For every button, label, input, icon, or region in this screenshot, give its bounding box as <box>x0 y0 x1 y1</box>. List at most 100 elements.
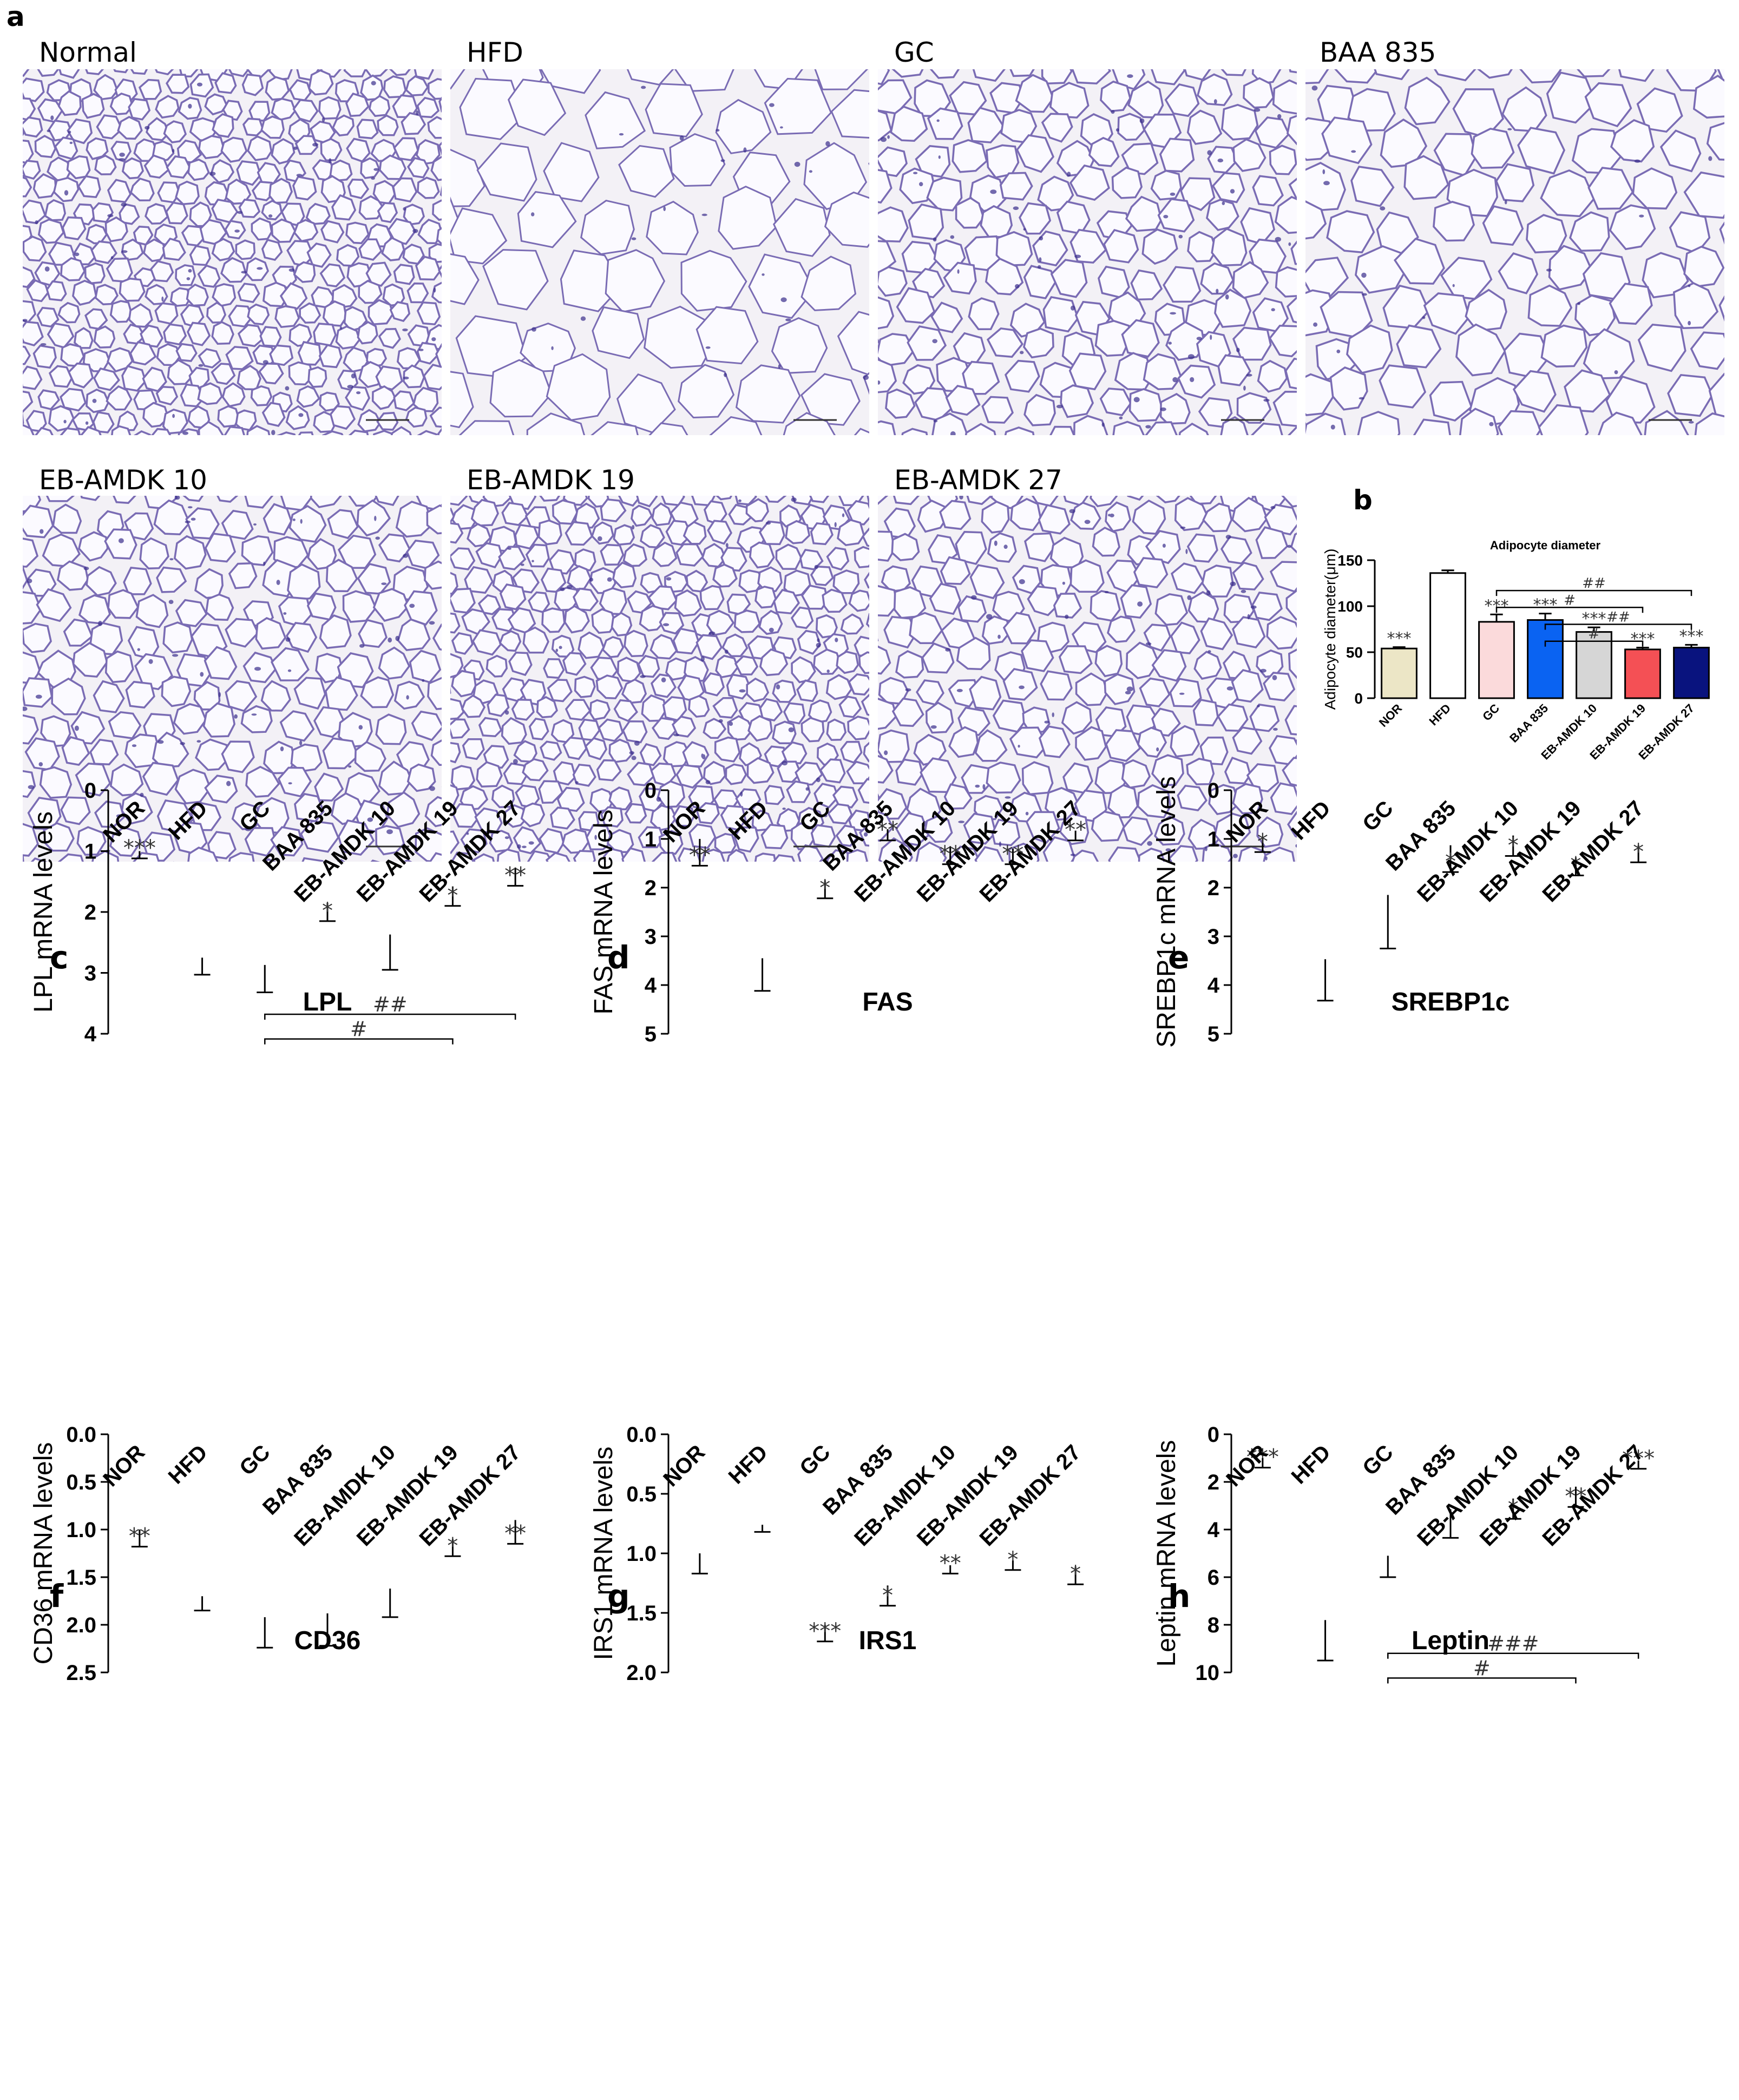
micrograph-image-normal <box>23 69 442 435</box>
chart-title: FAS <box>862 988 913 1016</box>
y-axis-label: SREBP1c mRNA levels <box>1152 776 1181 1048</box>
micrograph-label-hfd: HFD <box>467 37 523 68</box>
y-tick-label: 1.5 <box>626 1602 657 1625</box>
y-tick-label: 0.5 <box>626 1482 657 1506</box>
y-tick-label: 2 <box>1208 876 1219 900</box>
y-tick-label: 1 <box>1208 828 1219 851</box>
micrograph-label-baa835: BAA 835 <box>1320 37 1436 68</box>
bracket-label: # <box>1588 626 1600 642</box>
y-tick-label: 5 <box>1208 1022 1219 1046</box>
bar <box>1674 648 1709 699</box>
micrograph-label-normal: Normal <box>39 37 137 68</box>
significance-stars: *** <box>123 836 156 861</box>
y-tick-label: 100 <box>1337 598 1363 615</box>
y-axis-label: Adipocyte diameter(μm) <box>1322 549 1338 710</box>
chart-title: Adipocyte diameter <box>1490 539 1601 552</box>
y-tick-label: 150 <box>1337 552 1363 569</box>
y-axis-label: CD36 mRNA levels <box>29 1442 58 1665</box>
chart-title: IRS1 <box>859 1626 917 1655</box>
bracket-label: ## <box>1606 609 1630 626</box>
y-tick-label: 0 <box>645 779 657 803</box>
bar <box>1479 622 1514 698</box>
significance-stars: * <box>819 876 830 901</box>
y-tick-label: 0 <box>1354 690 1363 707</box>
y-tick-label: 4 <box>84 1022 97 1046</box>
significance-stars: * <box>447 1533 458 1558</box>
y-tick-label: 1 <box>645 828 657 851</box>
bar <box>1528 620 1563 699</box>
y-tick-label: 6 <box>1208 1566 1219 1590</box>
bracket-label: # <box>1473 1656 1491 1680</box>
category-label: GC <box>1480 701 1502 724</box>
chart-title: Leptin <box>1412 1626 1489 1655</box>
significance-stars: * <box>322 898 333 923</box>
significance-stars: * <box>1007 1547 1018 1572</box>
micrograph-image-gc <box>878 69 1297 435</box>
significance-stars: *** <box>809 1619 841 1644</box>
micrograph-label-ebamdk19: EB-AMDK 19 <box>467 464 635 496</box>
y-tick-label: 4 <box>1208 974 1220 997</box>
bracket-label: # <box>350 1018 368 1041</box>
y-tick-label: 0.5 <box>66 1471 96 1494</box>
bar <box>1625 649 1661 698</box>
y-tick-label: 1 <box>84 840 96 864</box>
y-tick-label: 3 <box>645 925 657 949</box>
bar <box>1430 573 1466 698</box>
micrograph-image-hfd <box>450 69 869 435</box>
micrograph-label-ebamdk10: EB-AMDK 10 <box>39 464 207 496</box>
bracket-label: ## <box>373 993 408 1016</box>
y-tick-label: 0.0 <box>626 1423 657 1447</box>
y-tick-label: 1.0 <box>626 1542 657 1566</box>
chart-title: SREBP1c <box>1392 988 1510 1016</box>
y-tick-label: 2.0 <box>626 1661 657 1685</box>
y-tick-label: 1.5 <box>66 1566 96 1590</box>
bracket-label: ### <box>1487 1632 1539 1656</box>
panel-letter-a: a <box>6 1 25 32</box>
significance-stars: *** <box>1533 596 1558 615</box>
significance-stars: * <box>882 1583 893 1608</box>
y-tick-label: 3 <box>1208 925 1219 949</box>
micrograph-label-ebamdk27: EB-AMDK 27 <box>894 464 1062 496</box>
y-tick-label: 4 <box>645 974 657 997</box>
significance-stars: *** <box>1387 629 1412 648</box>
y-tick-label: 8 <box>1208 1613 1219 1637</box>
y-tick-label: 5 <box>645 1022 657 1046</box>
y-tick-label: 3 <box>84 962 96 986</box>
significance-stars: ** <box>129 1524 150 1549</box>
y-tick-label: 10 <box>1196 1661 1220 1685</box>
significance-stars: *** <box>1679 627 1704 646</box>
micrograph-image-baa835 <box>1305 69 1724 435</box>
category-label: HFD <box>1426 701 1453 729</box>
chart-title: LPL <box>303 988 352 1016</box>
y-tick-label: 0 <box>1208 779 1219 803</box>
bracket-label: ## <box>1582 575 1606 592</box>
y-tick-label: 50 <box>1346 644 1363 661</box>
y-axis-label: IRS1 mRNA levels <box>589 1447 618 1661</box>
y-axis-label: LPL mRNA levels <box>29 811 58 1013</box>
y-axis-label: FAS mRNA levels <box>589 810 618 1015</box>
y-tick-label: 0 <box>84 779 96 803</box>
y-tick-label: 1.0 <box>66 1518 96 1542</box>
significance-stars: * <box>1070 1561 1081 1586</box>
significance-stars: * <box>1633 839 1644 864</box>
y-tick-label: 2 <box>84 901 96 924</box>
y-tick-label: 2.0 <box>66 1613 96 1637</box>
y-tick-label: 0.0 <box>66 1423 96 1447</box>
bracket-label: # <box>1564 592 1576 608</box>
micrograph-label-gc: GC <box>894 37 934 68</box>
category-label: BAA 835 <box>1507 701 1551 745</box>
significance-stars: * <box>1257 829 1268 854</box>
